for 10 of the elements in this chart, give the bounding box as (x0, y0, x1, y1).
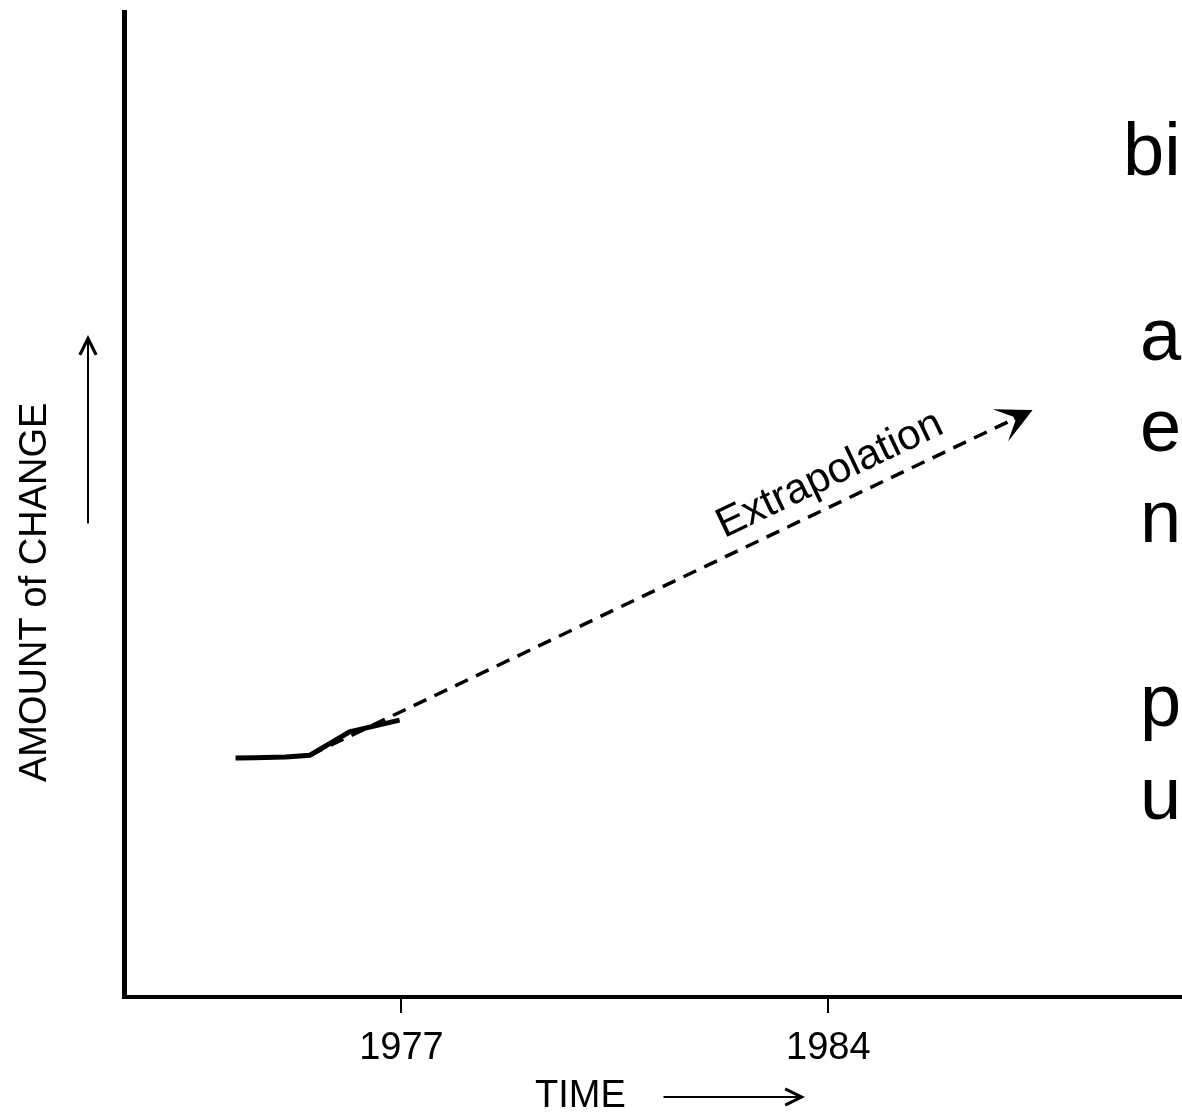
x-tick-label: 1984 (786, 1024, 871, 1067)
y-axis-title: AMOUNT of CHANGE (12, 402, 54, 782)
annotation: n (1140, 475, 1182, 558)
annotation: p (1140, 659, 1182, 742)
text: bi (1123, 108, 1181, 191)
annotation: u (1140, 752, 1182, 835)
x-axis-title: TIME (535, 1073, 626, 1115)
annotation: e (1140, 384, 1182, 467)
text: a (1140, 293, 1182, 376)
x-tick-label: 1977 (359, 1024, 444, 1067)
